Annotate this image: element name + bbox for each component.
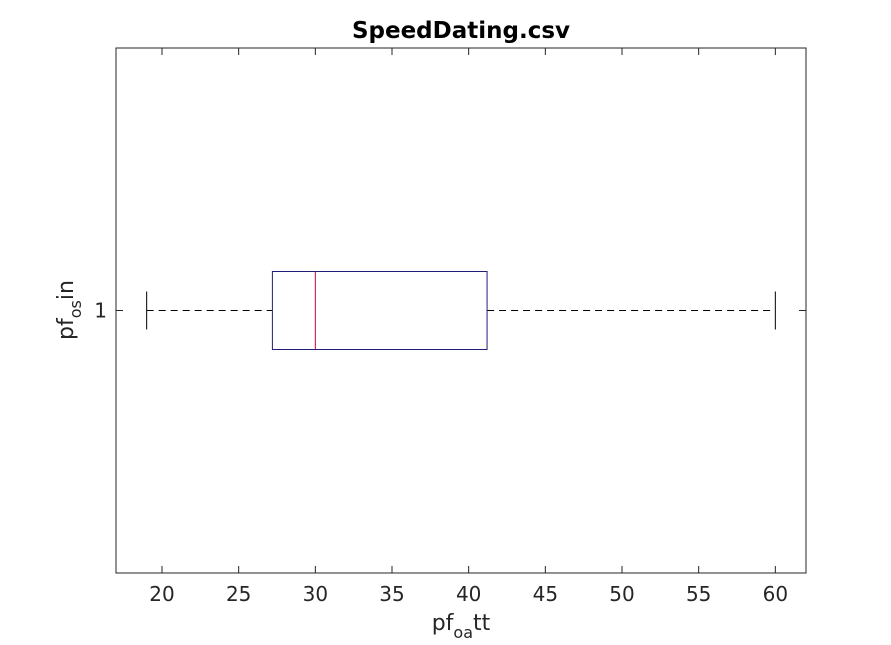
box-series: [146, 271, 776, 350]
x-tick-label: 35: [379, 582, 404, 606]
x-tick-label: 55: [686, 582, 711, 606]
chart-title: SpeedDating.csv: [352, 18, 570, 44]
x-tick-label: 30: [303, 582, 328, 606]
y-axis-label: pfosin: [54, 280, 85, 340]
x-tick-label: 25: [226, 582, 251, 606]
y-axis-label-base: pf: [54, 317, 79, 340]
x-axis-label-subscript: oa: [453, 623, 473, 642]
x-axis-label-rest: tt: [473, 611, 491, 636]
y-axis-label-rest: in: [54, 280, 79, 300]
x-tick-label: 60: [763, 582, 788, 606]
x-axis-label: pfoatt: [432, 611, 491, 642]
y-tick-label: 1: [94, 299, 107, 323]
x-tick-label: 45: [533, 582, 558, 606]
x-tick-label: 20: [149, 582, 174, 606]
x-axis-ticks: 20 25 30 35 40 45 50 55 60: [149, 48, 788, 606]
interquartile-box: [271, 271, 488, 350]
y-axis-label-subscript: os: [66, 300, 85, 318]
y-axis-ticks: 1: [94, 299, 806, 323]
x-tick-label: 50: [609, 582, 634, 606]
x-axis-label-base: pf: [432, 611, 455, 636]
x-tick-label: 40: [456, 582, 481, 606]
